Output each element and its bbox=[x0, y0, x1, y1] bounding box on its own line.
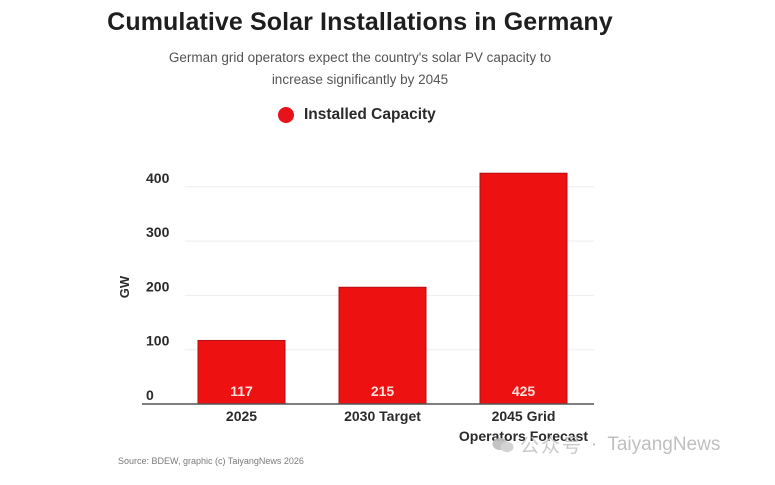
subtitle-line-1: German grid operators expect the country… bbox=[168, 50, 552, 65]
data-label: 117 bbox=[230, 383, 253, 399]
chart-title: Cumulative Solar Installations in German… bbox=[107, 8, 613, 36]
watermark-brand: TaiyangNews bbox=[607, 433, 721, 455]
x-tick-label: Operators Forecast bbox=[459, 428, 588, 444]
subtitle-line-2: increase significantly by 2045 bbox=[271, 72, 449, 87]
bar bbox=[197, 339, 286, 405]
x-axis-labels: 2025 2030 Target 2045 Grid Operators Foreca… bbox=[226, 408, 588, 444]
x-tick-label: 2045 Grid bbox=[492, 408, 556, 424]
source-note: Source: BDEW, graphic (c) TaiyangNews 20… bbox=[118, 456, 304, 466]
legend: Installed Capacity bbox=[278, 105, 436, 125]
data-label: 425 bbox=[512, 383, 536, 399]
bar bbox=[479, 172, 568, 405]
y-axis-ticks: 0 100 200 300 400 bbox=[146, 170, 170, 403]
x-tick-label: 2030 Target bbox=[344, 408, 421, 424]
y-tick-label: 300 bbox=[146, 224, 170, 240]
chart-subtitle: German grid operators expect the country… bbox=[0, 47, 720, 91]
y-axis-title: GW bbox=[117, 275, 132, 298]
x-tick-label: 2025 bbox=[226, 408, 257, 424]
y-tick-label: 0 bbox=[146, 387, 154, 403]
bar bbox=[338, 286, 427, 405]
y-tick-label: 200 bbox=[146, 278, 170, 294]
watermark: 公众号 · TaiyangNews bbox=[492, 431, 720, 458]
legend-label: Installed Capacity bbox=[304, 106, 436, 123]
y-tick-label: 100 bbox=[146, 333, 170, 349]
bars: 117 215 425 bbox=[197, 172, 568, 405]
data-label: 215 bbox=[371, 383, 395, 399]
legend-swatch-installed-capacity bbox=[278, 107, 294, 123]
watermark-separator: · bbox=[591, 433, 598, 455]
y-tick-label: 400 bbox=[146, 170, 170, 186]
wechat-icon bbox=[492, 437, 514, 452]
watermark-chinese: 公众号 bbox=[520, 436, 584, 457]
